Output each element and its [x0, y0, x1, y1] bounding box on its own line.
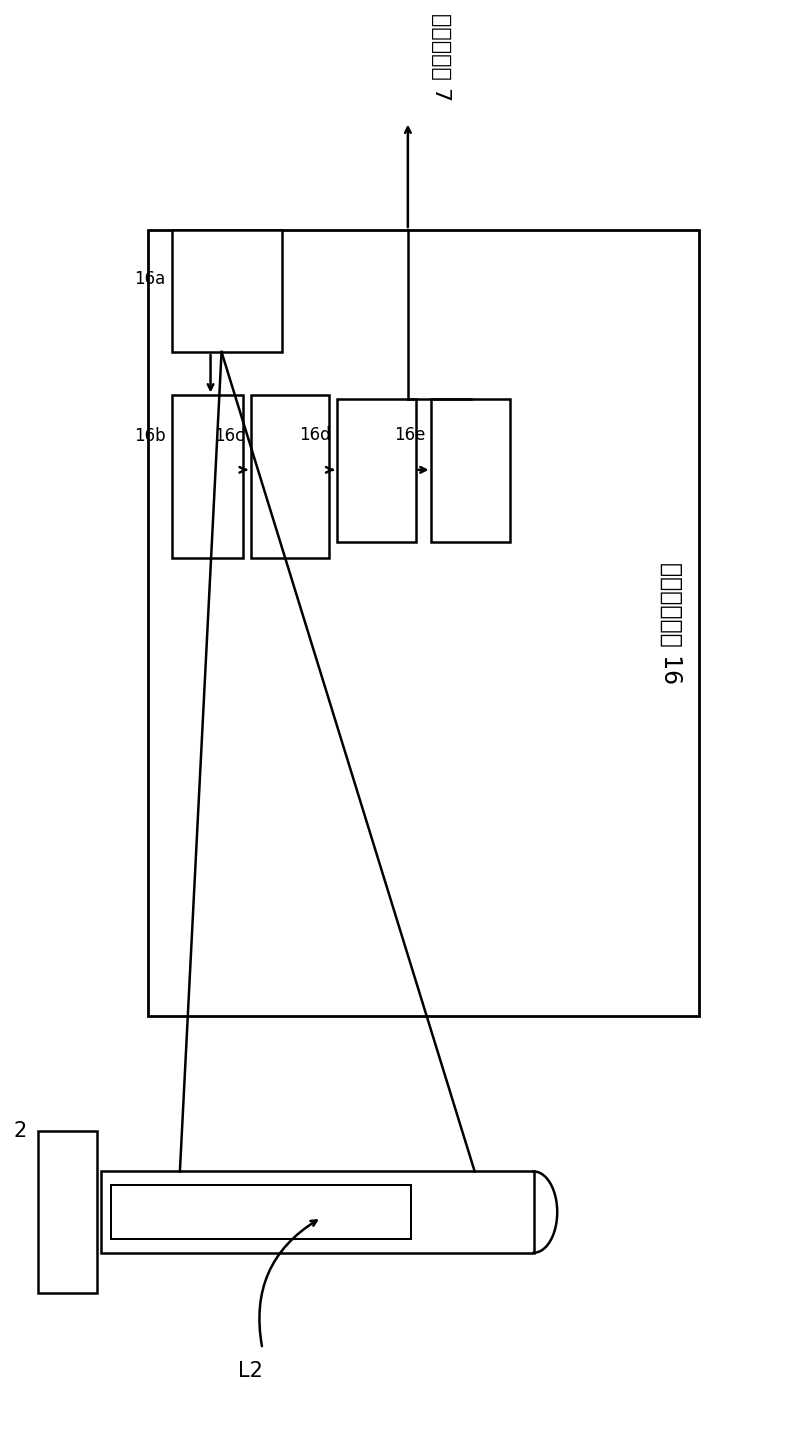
Bar [110, 1185, 410, 1239]
Bar [38, 1130, 98, 1293]
Bar [102, 1172, 534, 1253]
Text: 16b: 16b [134, 427, 166, 444]
Text: 至主控制器 7: 至主控制器 7 [431, 13, 451, 101]
Text: L2: L2 [238, 1360, 263, 1380]
Text: 16d: 16d [299, 426, 331, 444]
Bar [431, 400, 510, 542]
Bar [337, 400, 416, 542]
Text: 16c: 16c [214, 427, 244, 444]
Bar [172, 396, 242, 557]
Text: 条形码读取器 16: 条形码读取器 16 [659, 562, 683, 684]
Bar [149, 230, 698, 1016]
Text: 2: 2 [14, 1120, 26, 1140]
Text: 16a: 16a [134, 270, 166, 287]
Bar [250, 396, 330, 557]
Bar [172, 230, 282, 352]
Text: 16e: 16e [394, 426, 425, 444]
